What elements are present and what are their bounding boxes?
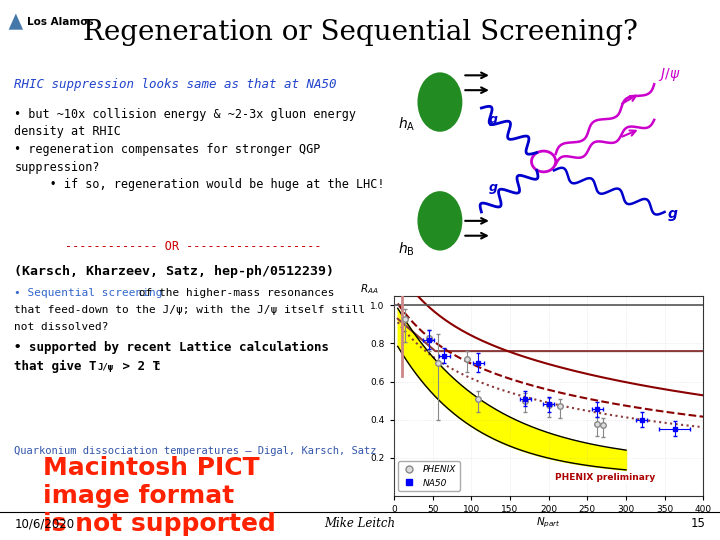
Text: 15: 15 — [690, 517, 706, 530]
Text: of the higher-mass resonances: of the higher-mass resonances — [132, 288, 334, 298]
Text: > 2 T: > 2 T — [115, 360, 160, 373]
Circle shape — [531, 151, 556, 172]
Text: • but ~10x collision energy & ~2-3x gluon energy
density at RHIC
• regeneration : • but ~10x collision energy & ~2-3x gluo… — [14, 108, 385, 191]
Text: • Sequential screening: • Sequential screening — [14, 288, 163, 298]
Text: g: g — [668, 207, 678, 221]
Text: g: g — [488, 113, 498, 126]
Text: that give T: that give T — [14, 360, 97, 373]
Text: that feed-down to the J/ψ; with the J/ψ itself still: that feed-down to the J/ψ; with the J/ψ … — [14, 305, 365, 315]
Text: g: g — [488, 181, 498, 194]
Text: C: C — [155, 363, 160, 373]
Legend: PHENIX, NA50: PHENIX, NA50 — [398, 462, 459, 491]
Text: PHENIX preliminary: PHENIX preliminary — [555, 472, 655, 482]
Text: $J/\psi$: $J/\psi$ — [657, 66, 680, 83]
Text: $h_{\rm B}$: $h_{\rm B}$ — [398, 240, 415, 258]
Text: Quarkonium dissociation temperatures – Digal, Karsch, Satz: Quarkonium dissociation temperatures – D… — [14, 446, 377, 456]
Text: Los Alamos: Los Alamos — [27, 17, 94, 26]
Y-axis label: $R_{AA}$: $R_{AA}$ — [360, 282, 379, 296]
Text: 10/6/2020: 10/6/2020 — [14, 517, 75, 530]
Ellipse shape — [418, 72, 462, 132]
Text: • supported by recent Lattice calculations: • supported by recent Lattice calculatio… — [14, 341, 329, 354]
Text: Regeneration or Sequential Screening?: Regeneration or Sequential Screening? — [83, 19, 637, 46]
Text: not dissolved?: not dissolved? — [14, 322, 109, 333]
Text: ------------- OR -------------------: ------------- OR ------------------- — [65, 240, 321, 253]
Text: $h_{\rm A}$: $h_{\rm A}$ — [398, 116, 416, 133]
X-axis label: $N_{part}$: $N_{part}$ — [536, 515, 561, 530]
Text: (Karsch, Kharzeev, Satz, hep-ph/0512239): (Karsch, Kharzeev, Satz, hep-ph/0512239) — [14, 265, 334, 278]
Text: J/ψ: J/ψ — [97, 363, 113, 372]
Text: Mike Leitch: Mike Leitch — [325, 517, 395, 530]
Text: RHIC suppression looks same as that at NA50: RHIC suppression looks same as that at N… — [14, 78, 337, 91]
Ellipse shape — [418, 191, 462, 251]
Polygon shape — [9, 14, 23, 30]
Text: Macintosh PICT
image format
is not supported: Macintosh PICT image format is not suppo… — [43, 456, 276, 536]
